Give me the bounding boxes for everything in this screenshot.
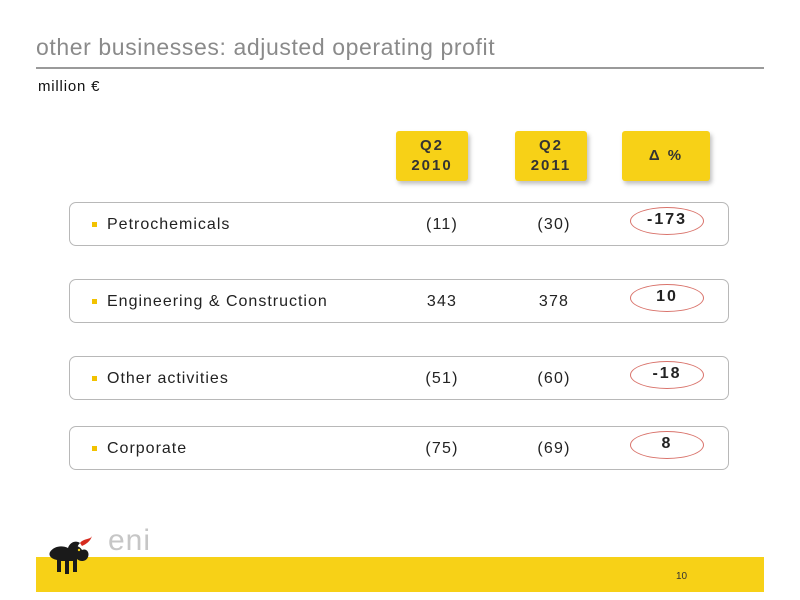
value-q2-2010: (11) [425, 216, 459, 233]
bullet-icon [92, 376, 97, 381]
column-header-q2-2010-line1: Q2 [419, 137, 444, 154]
value-q2-2011: 378 [538, 293, 570, 310]
row-label: Petrochemicals [107, 216, 231, 233]
delta-percent-badge: 8 [630, 431, 704, 459]
value-q2-2010: 343 [426, 293, 458, 310]
value-q2-2011: (60) [537, 370, 571, 387]
delta-percent-badge: -18 [630, 361, 704, 389]
page-title: other businesses: adjusted operating pro… [36, 34, 496, 60]
column-header-q2-2011-line1: Q2 [538, 137, 563, 154]
table-row-corporate: Corporate (75) (69) 8 [69, 426, 729, 470]
column-header-delta-label: Δ % [648, 147, 684, 164]
bullet-icon [92, 446, 97, 451]
unit-label: million € [38, 78, 101, 95]
value-q2-2011: (69) [537, 440, 571, 457]
column-header-q2-2011: Q2 2011 [515, 131, 587, 181]
column-header-q2-2010: Q2 2010 [396, 131, 468, 181]
value-q2-2011: (30) [537, 216, 571, 233]
page-number: 10 [676, 571, 688, 582]
six-legged-dog-icon [49, 536, 92, 574]
delta-percent-badge: -173 [630, 207, 704, 235]
title-divider [36, 67, 764, 69]
column-header-q2-2010-line2: 2010 [411, 157, 453, 174]
eni-logo-wordmark: eni [108, 524, 152, 557]
bullet-icon [92, 299, 97, 304]
row-label: Other activities [107, 370, 229, 387]
value-q2-2010: (51) [425, 370, 459, 387]
column-header-delta: Δ % [622, 131, 710, 181]
footer-band [36, 557, 764, 592]
delta-percent-badge: 10 [630, 284, 704, 312]
value-q2-2010: (75) [425, 440, 459, 457]
table-row-petrochemicals: Petrochemicals (11) (30) -173 [69, 202, 729, 246]
row-label: Engineering & Construction [107, 293, 328, 310]
table-row-engineering-construction: Engineering & Construction 343 378 10 [69, 279, 729, 323]
table-row-other-activities: Other activities (51) (60) -18 [69, 356, 729, 400]
bullet-icon [92, 222, 97, 227]
column-header-q2-2011-line2: 2011 [530, 157, 572, 174]
row-label: Corporate [107, 440, 188, 457]
